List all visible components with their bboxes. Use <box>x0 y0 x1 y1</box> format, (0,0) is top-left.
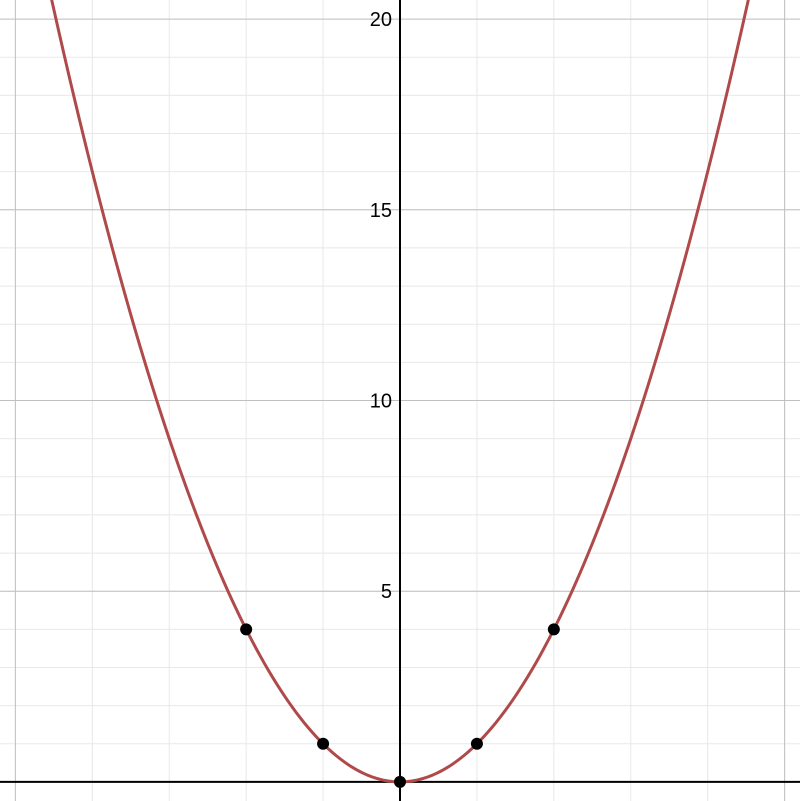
data-point <box>394 776 406 788</box>
data-point <box>317 738 329 750</box>
y-tick-label: 20 <box>370 9 392 31</box>
y-tick-label: 5 <box>381 581 392 603</box>
data-point <box>471 738 483 750</box>
parabola-chart: 5 10 15 20 <box>0 0 800 801</box>
y-tick-label: 15 <box>370 200 392 222</box>
y-tick-label: 10 <box>370 391 392 413</box>
data-point <box>240 623 252 635</box>
data-point <box>548 623 560 635</box>
tick-labels: 5 10 15 20 <box>370 9 392 603</box>
